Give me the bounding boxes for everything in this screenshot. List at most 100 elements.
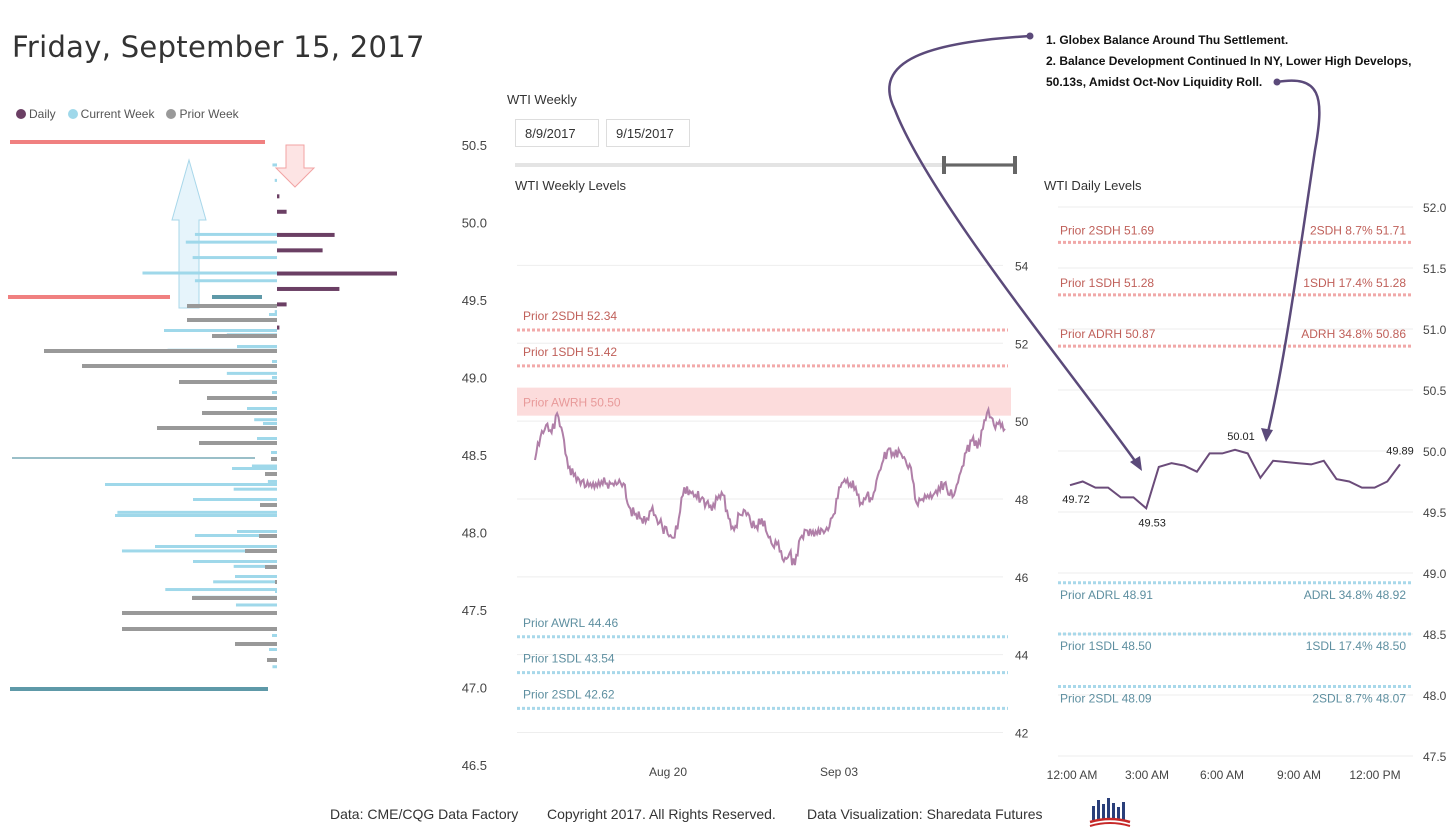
weekly-y-tick: 42 [1015, 727, 1029, 741]
weekly-level-label: Prior AWRL 44.46 [523, 616, 618, 630]
profile-bar-prior-week [122, 627, 277, 631]
weekly-level-label: Prior 2SDH 52.34 [523, 309, 617, 323]
legend-daily[interactable]: Daily [16, 107, 56, 121]
daily-level-label-right: ADRH 34.8% 50.86 [1301, 327, 1406, 341]
weekly-y-tick: 50 [1015, 415, 1029, 429]
legend-prior-week-swatch [166, 109, 177, 119]
profile-bar-current-week [193, 560, 277, 563]
profile-y-tick: 48.5 [462, 448, 487, 463]
daily-y-tick: 48.0 [1423, 689, 1447, 703]
daily-x-tick: 9:00 AM [1277, 768, 1321, 782]
annotation-arrows [888, 32, 1321, 471]
daily-y-tick: 47.5 [1423, 750, 1447, 764]
profile-bar-current-week [263, 422, 277, 425]
profile-bar-current-week [272, 163, 277, 167]
profile-bar-current-week [267, 479, 277, 483]
profile-bar-daily [277, 232, 335, 237]
profile-y-tick: 48.0 [462, 526, 487, 541]
footer-copyright: Copyright 2017. All Rights Reserved. [547, 806, 776, 822]
page-title: Friday, September 15, 2017 [12, 30, 425, 64]
profile-bar-daily [277, 325, 280, 330]
profile-bar-prior-week [267, 658, 277, 662]
profile-bar-current-week [272, 360, 277, 363]
profile-bar-prior-week [179, 380, 277, 384]
legend-current-week[interactable]: Current Week [67, 107, 155, 121]
legend: Daily Current Week Prior Week [16, 107, 239, 121]
profile-bar-prior-week [265, 472, 277, 476]
profile-y-tick: 47.5 [462, 603, 487, 618]
profile-bar-current-week [269, 313, 277, 316]
profile-bar-current-week [251, 464, 277, 468]
annotation-2-arrow [1266, 79, 1321, 433]
annotation-2-arrowhead [1261, 428, 1273, 442]
weekly-y-tick: 52 [1015, 337, 1029, 351]
profile-bar-current-week [269, 648, 277, 651]
profile-y-tick: 50.0 [462, 216, 487, 231]
profile-y-tick: 49.5 [462, 293, 487, 308]
profile-bar-prior-week [187, 304, 277, 308]
profile-bar-prior-week [275, 580, 277, 584]
profile-bar-prior-week [259, 534, 277, 538]
daily-y-tick: 49.5 [1423, 506, 1447, 520]
profile-bar-current-week [155, 545, 277, 548]
legend-current-week-label: Current Week [80, 107, 155, 121]
profile-bar-prior-week [82, 364, 277, 368]
profile-bar-current-week [165, 588, 277, 592]
footer-source: Data: CME/CQG Data Factory [330, 806, 519, 822]
profile-bar-current-week [194, 232, 277, 236]
profile-bar-prior-week [265, 565, 277, 569]
start-date-input[interactable]: 8/9/2017 [515, 119, 599, 147]
profile-y-tick: 50.5 [462, 138, 487, 153]
date-range-slider[interactable] [515, 156, 1017, 174]
weekly-level-label: Prior 2SDL 42.62 [523, 687, 615, 701]
profile-bar-current-week [272, 665, 277, 669]
profile-bar-current-week [235, 575, 277, 578]
daily-level-label-left: Prior 2SDH 51.69 [1060, 223, 1154, 237]
annotation-1-arrowhead [1130, 456, 1142, 471]
profile-bar-prior-week [44, 349, 277, 353]
profile-bar-current-week [142, 271, 277, 275]
profile-bar-current-week [164, 329, 277, 332]
legend-current-week-swatch [67, 109, 78, 119]
daily-x-tick: 3:00 AM [1125, 768, 1169, 782]
profile-bar-prior-week [187, 318, 277, 322]
profile-bar-current-week [192, 256, 277, 260]
sharedata-logo-icon [1089, 798, 1131, 827]
daily-level-label-left: Prior 1SDL 48.50 [1060, 639, 1152, 653]
weekly-price-line [534, 405, 1006, 566]
daily-y-tick: 49.0 [1423, 567, 1447, 581]
footer-viz: Data Visualization: Sharedata Futures [807, 806, 1043, 822]
daily-level-label-left: Prior ADRL 48.91 [1060, 588, 1153, 602]
profile-bar-daily [277, 209, 287, 214]
profile-bar-prior-week [192, 596, 277, 600]
weekly-panel-title: WTI Weekly [507, 92, 577, 107]
legend-daily-label: Daily [29, 107, 56, 121]
profile-bar-daily [277, 271, 397, 276]
profile-bar-current-week [254, 418, 277, 422]
daily-x-tick: 6:00 AM [1200, 768, 1244, 782]
profile-bar-prior-week [260, 503, 277, 507]
daily-levels-title: WTI Daily Levels [1044, 178, 1142, 193]
down-arrow-icon [274, 144, 316, 188]
profile-bar-prior-week [212, 334, 277, 338]
profile-bar-current-week [235, 603, 277, 607]
annotation-notes: 1. Globex Balance Around Thu Settlement.… [1046, 30, 1426, 93]
annotation-line-3: 50.13s, Amidst Oct-Nov Liquidity Roll. [1046, 75, 1263, 89]
profile-bar-current-week [115, 514, 277, 517]
legend-prior-week-label: Prior Week [179, 107, 239, 121]
end-date-input[interactable]: 9/15/2017 [606, 119, 690, 147]
profile-bar-current-week [237, 530, 277, 533]
profile-bar-prior-week [207, 396, 277, 400]
profile-bar-current-week [117, 510, 278, 514]
profile-bar-daily [277, 248, 323, 253]
legend-prior-week[interactable]: Prior Week [166, 107, 239, 121]
weekly-level-label: Prior AWRH 50.50 [523, 396, 621, 410]
profile-bar-current-week [185, 240, 277, 244]
weekly-x-tick: Aug 20 [649, 765, 687, 779]
legend-daily-swatch [16, 109, 26, 119]
annotation-line-1: 1. Globex Balance Around Thu Settlement. [1046, 33, 1289, 47]
daily-level-label-right: ADRL 34.8% 48.92 [1304, 588, 1407, 602]
profile-bar-prior-week [235, 642, 277, 646]
daily-price-line [1069, 448, 1401, 511]
profile-bar-current-week [272, 634, 277, 637]
